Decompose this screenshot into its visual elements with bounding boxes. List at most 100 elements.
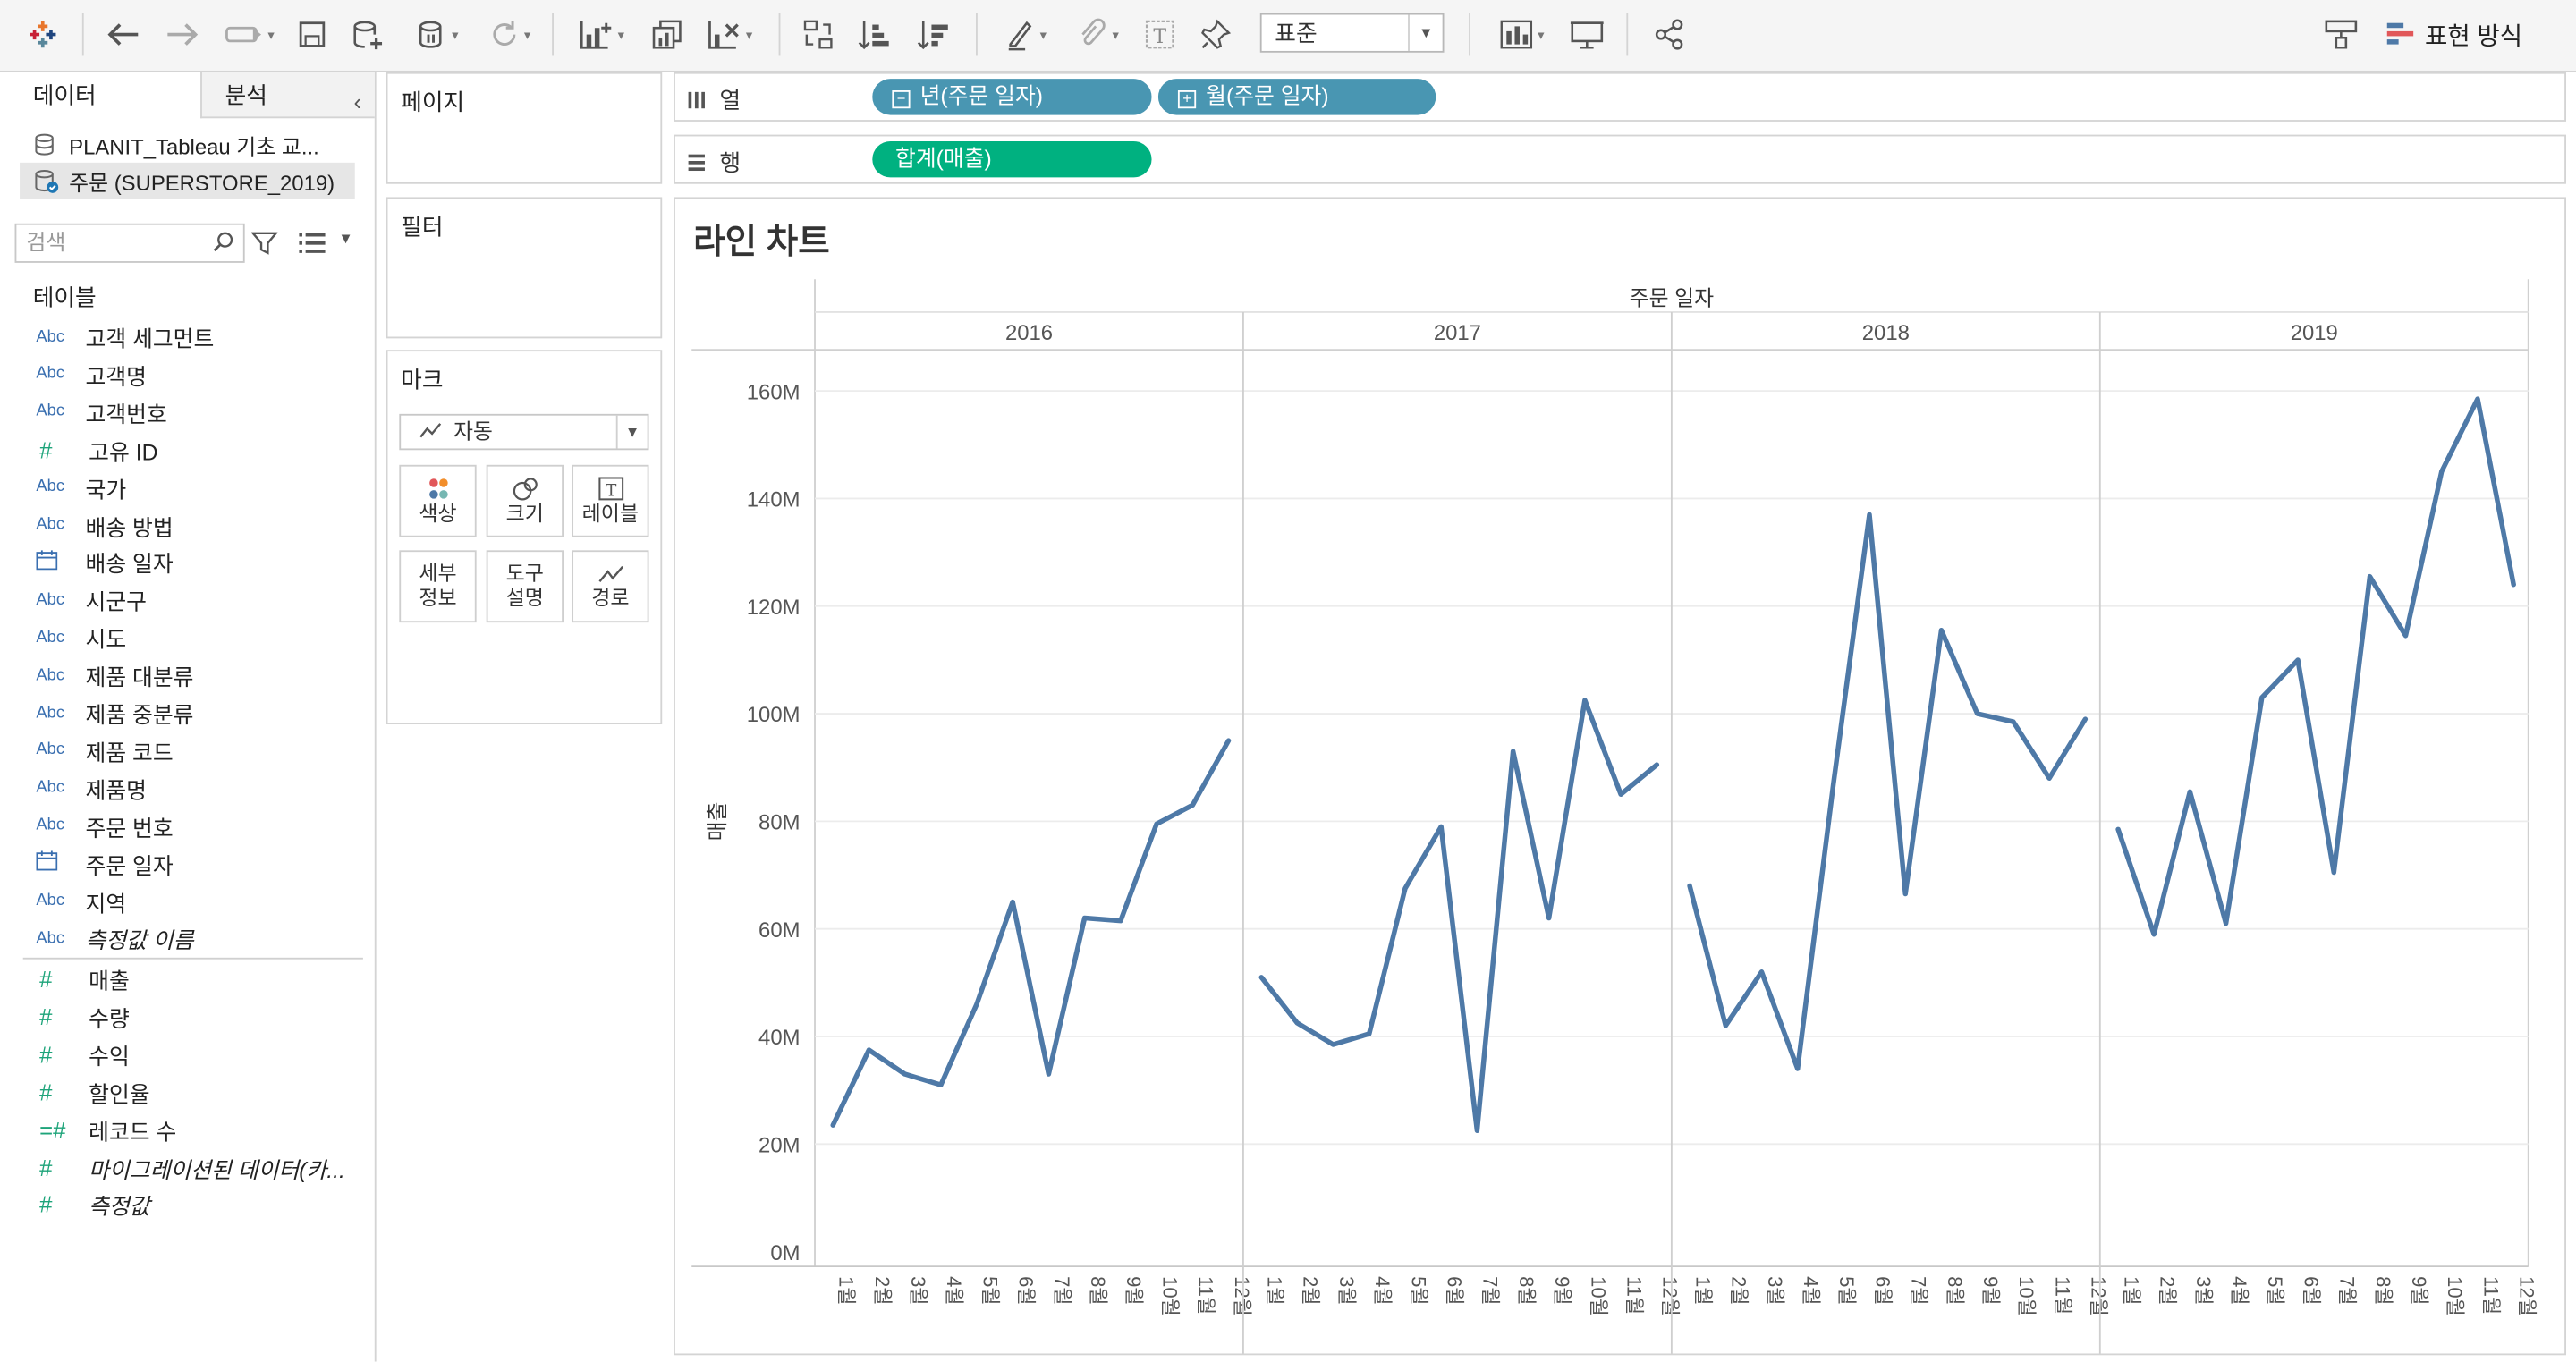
chart-type-icon[interactable]: ▾ bbox=[1488, 15, 1554, 55]
presentation-icon[interactable] bbox=[1567, 15, 1606, 55]
sort-asc-icon[interactable] bbox=[854, 15, 894, 55]
pin-icon[interactable] bbox=[1196, 15, 1235, 55]
series-line-2016[interactable] bbox=[833, 740, 1228, 1125]
color-icon bbox=[425, 476, 451, 502]
field-item[interactable]: #수익 bbox=[36, 1036, 364, 1072]
field-item[interactable]: #할인율 bbox=[36, 1074, 364, 1110]
datasource-item-selected[interactable]: 주문 (SUPERSTORE_2019) bbox=[20, 163, 355, 199]
pause-updates-icon[interactable]: ▾ bbox=[404, 15, 470, 55]
string-type-icon: Abc bbox=[36, 327, 85, 345]
x-tick-label: 11월 bbox=[1623, 1276, 1645, 1315]
swap-icon[interactable] bbox=[799, 15, 838, 55]
x-tick-label: 4월 bbox=[1371, 1276, 1394, 1306]
chevron-down-icon[interactable]: ▼ bbox=[338, 230, 352, 246]
tooltip-icon[interactable] bbox=[2319, 15, 2362, 55]
label-button[interactable]: T 레이블 bbox=[572, 465, 648, 537]
series-line-2018[interactable] bbox=[1690, 514, 2085, 1069]
x-tick-label: 7월 bbox=[1908, 1276, 1930, 1306]
filter-icon[interactable] bbox=[251, 230, 277, 256]
field-label: 매출 bbox=[89, 962, 130, 995]
show-me-button[interactable]: 표현 방식 bbox=[2385, 15, 2522, 55]
tab-analysis[interactable]: 분석‹ bbox=[200, 72, 375, 118]
x-tick-label: 9월 bbox=[1979, 1276, 2002, 1306]
collapse-icon[interactable]: − bbox=[892, 90, 910, 108]
color-button[interactable]: 색상 bbox=[399, 465, 476, 537]
x-tick-label: 8월 bbox=[1515, 1276, 1538, 1306]
field-item[interactable]: #수량 bbox=[36, 999, 364, 1035]
size-button[interactable]: 크기 bbox=[487, 465, 564, 537]
sort-desc-icon[interactable] bbox=[913, 15, 953, 55]
filters-card[interactable]: 필터 bbox=[386, 197, 663, 338]
clear-icon[interactable]: ▾ bbox=[697, 15, 762, 55]
tableau-logo-icon[interactable] bbox=[23, 15, 63, 55]
string-type-icon: Abc bbox=[36, 779, 85, 797]
tooltip-button[interactable]: 도구 설명 bbox=[487, 550, 564, 622]
field-item[interactable]: =#레코드 수 bbox=[36, 1112, 364, 1147]
number-type-icon: # bbox=[36, 966, 89, 992]
field-item[interactable]: #매출 bbox=[36, 960, 364, 996]
columns-shelf[interactable]: 열 −년(주문 일자) +월(주문 일자) bbox=[674, 72, 2566, 122]
detail-button[interactable]: 세부 정보 bbox=[399, 550, 476, 622]
series-line-2017[interactable] bbox=[1261, 700, 1657, 1130]
replay-icon[interactable]: ▾ bbox=[216, 15, 282, 55]
refresh-icon[interactable]: ▾ bbox=[477, 15, 542, 55]
highlight-icon[interactable]: ▾ bbox=[992, 15, 1057, 55]
duplicate-icon[interactable] bbox=[648, 15, 687, 55]
expand-icon[interactable]: + bbox=[1178, 90, 1196, 108]
y-tick-label: 60M bbox=[758, 918, 800, 943]
field-item[interactable]: 주문 일자 bbox=[36, 845, 364, 881]
group-icon[interactable]: ▾ bbox=[1064, 15, 1130, 55]
x-tick-label: 1월 bbox=[1691, 1276, 1714, 1306]
label-icon[interactable]: T bbox=[1140, 15, 1180, 55]
datasource-item[interactable]: PLANIT_Tableau 기초 교... bbox=[20, 126, 355, 162]
new-datasource-icon[interactable] bbox=[348, 15, 387, 55]
pill-sum-sales[interactable]: 합계(매출) bbox=[872, 141, 1151, 177]
undo-icon[interactable] bbox=[102, 15, 145, 55]
rows-shelf[interactable]: 행 합계(매출) bbox=[674, 135, 2566, 184]
number-type-icon: # bbox=[36, 1079, 89, 1104]
pill-month-order-date[interactable]: +월(주문 일자) bbox=[1158, 79, 1436, 114]
field-item[interactable]: 배송 일자 bbox=[36, 545, 364, 580]
x-tick-label: 4월 bbox=[943, 1276, 965, 1306]
field-item[interactable]: #고유 ID bbox=[36, 431, 364, 467]
fit-select-value: 표준 bbox=[1275, 20, 1317, 46]
series-line-2019[interactable] bbox=[2118, 399, 2513, 935]
collapse-pane-icon[interactable]: ‹ bbox=[354, 79, 362, 124]
pages-card[interactable]: 페이지 bbox=[386, 72, 663, 184]
redo-icon[interactable] bbox=[161, 15, 204, 55]
tab-data[interactable]: 데이터 bbox=[0, 72, 200, 118]
search-input[interactable]: 검색 bbox=[15, 224, 245, 263]
list-view-icon[interactable] bbox=[299, 232, 325, 255]
y-tick-label: 40M bbox=[758, 1026, 800, 1050]
field-label: 시도 bbox=[86, 622, 127, 655]
field-item[interactable]: #측정값 bbox=[36, 1187, 364, 1222]
pill-year-order-date[interactable]: −년(주문 일자) bbox=[872, 79, 1151, 114]
new-worksheet-icon[interactable]: ▾ bbox=[569, 15, 634, 55]
fit-select[interactable]: 표준▼ bbox=[1260, 13, 1445, 53]
column-header-title: 주문 일자 bbox=[1630, 287, 1714, 311]
field-item[interactable]: #마이그레이션된 데이터(카... bbox=[36, 1149, 364, 1185]
path-button[interactable]: 경로 bbox=[572, 550, 648, 622]
x-tick-label: 5월 bbox=[979, 1276, 1001, 1306]
share-icon[interactable] bbox=[1649, 15, 1689, 55]
mark-type-select[interactable]: 자동 ▼ bbox=[399, 414, 648, 450]
number-type-icon: # bbox=[36, 436, 89, 462]
x-tick-label: 2월 bbox=[1300, 1276, 1322, 1306]
save-icon[interactable] bbox=[292, 15, 332, 55]
x-tick-label: 12월 bbox=[2516, 1276, 2538, 1316]
